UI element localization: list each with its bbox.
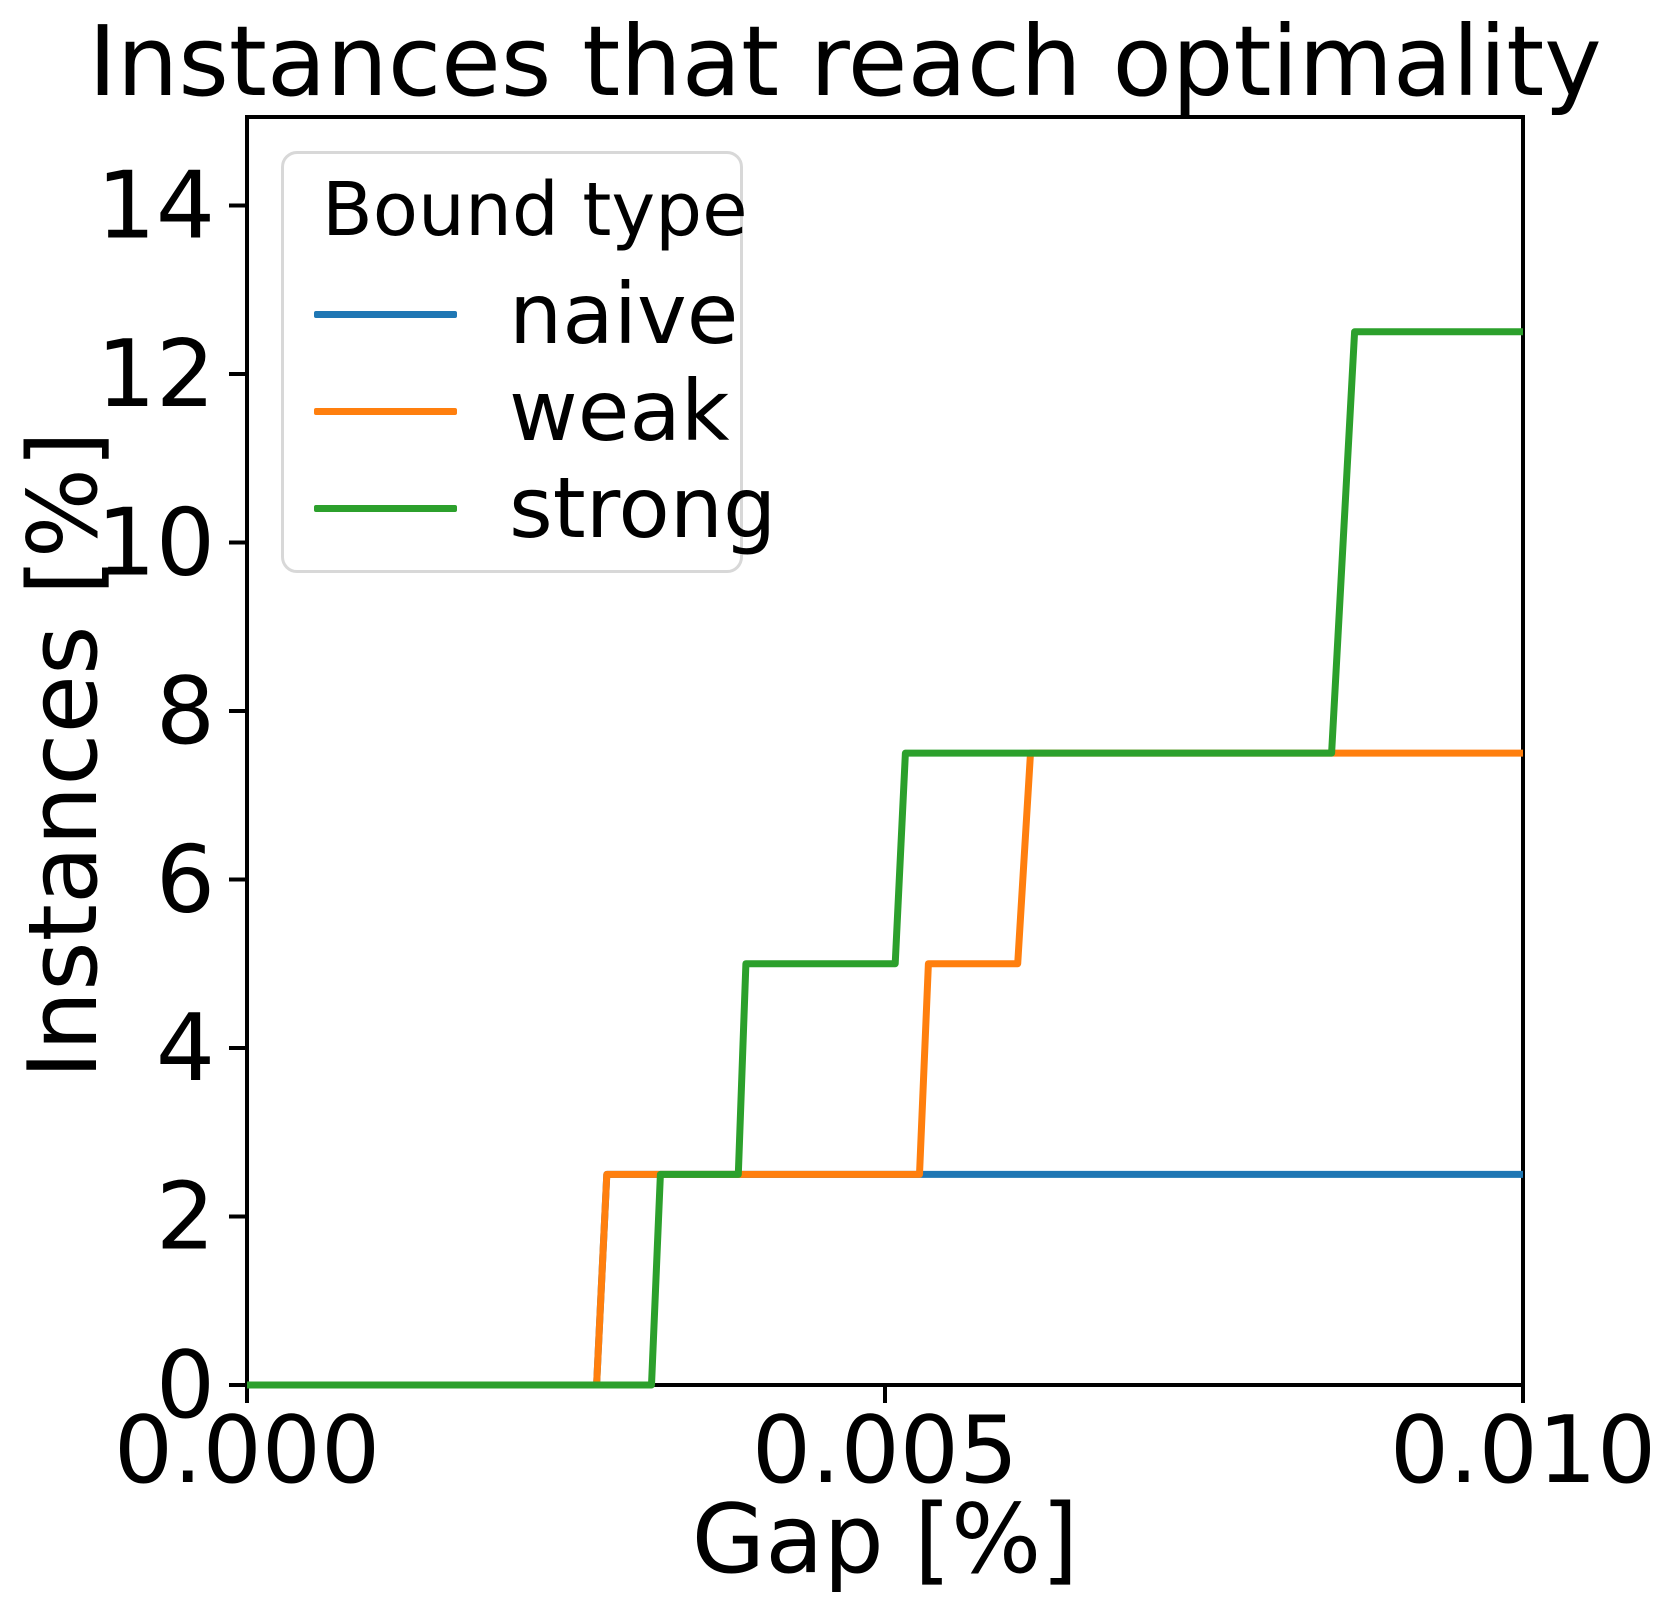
legend-label-weak: weak [509, 362, 730, 461]
y-tick-label: 12 [97, 320, 215, 428]
y-tick-label: 8 [156, 657, 215, 765]
naive-line-swatch [314, 310, 457, 318]
x-tick-label: 0.005 [752, 1396, 1018, 1504]
legend-label-naive: naive [509, 265, 739, 364]
x-axis-ticks: 0.000 0.005 0.010 [114, 1385, 1656, 1504]
y-tick-label: 14 [97, 151, 215, 259]
y-tick-label: 0 [156, 1331, 215, 1439]
y-tick-label: 10 [97, 488, 215, 596]
y-axis-label-text: Instances [%] [8, 430, 119, 1080]
legend-item-strong: strong [314, 460, 776, 557]
legend: Bound type naive weak strong [281, 151, 776, 573]
series-line-weak [247, 749, 1523, 1389]
series-lines [247, 328, 1523, 1389]
x-tick-label: 0.010 [1390, 1396, 1656, 1504]
weak-line-swatch [314, 407, 457, 415]
chart-title: Instances that reach optimality [88, 5, 1602, 118]
y-tick-label: 6 [156, 825, 215, 933]
legend-title: Bound type [322, 167, 748, 253]
series-line-naive [247, 1170, 1523, 1389]
x-tick-label: 0.000 [114, 1396, 380, 1504]
x-axis-label: Gap [%] [691, 1485, 1079, 1595]
legend-item-weak: weak [314, 363, 740, 460]
y-tick-label: 4 [156, 994, 215, 1102]
series-line-strong [247, 328, 1523, 1389]
legend-item-naive: naive [314, 266, 740, 363]
legend-label-strong: strong [509, 459, 777, 558]
strong-line-swatch [314, 504, 457, 512]
y-axis-ticks: 0 2 4 6 8 10 12 14 [97, 151, 247, 1439]
y-tick-label: 2 [156, 1162, 215, 1270]
